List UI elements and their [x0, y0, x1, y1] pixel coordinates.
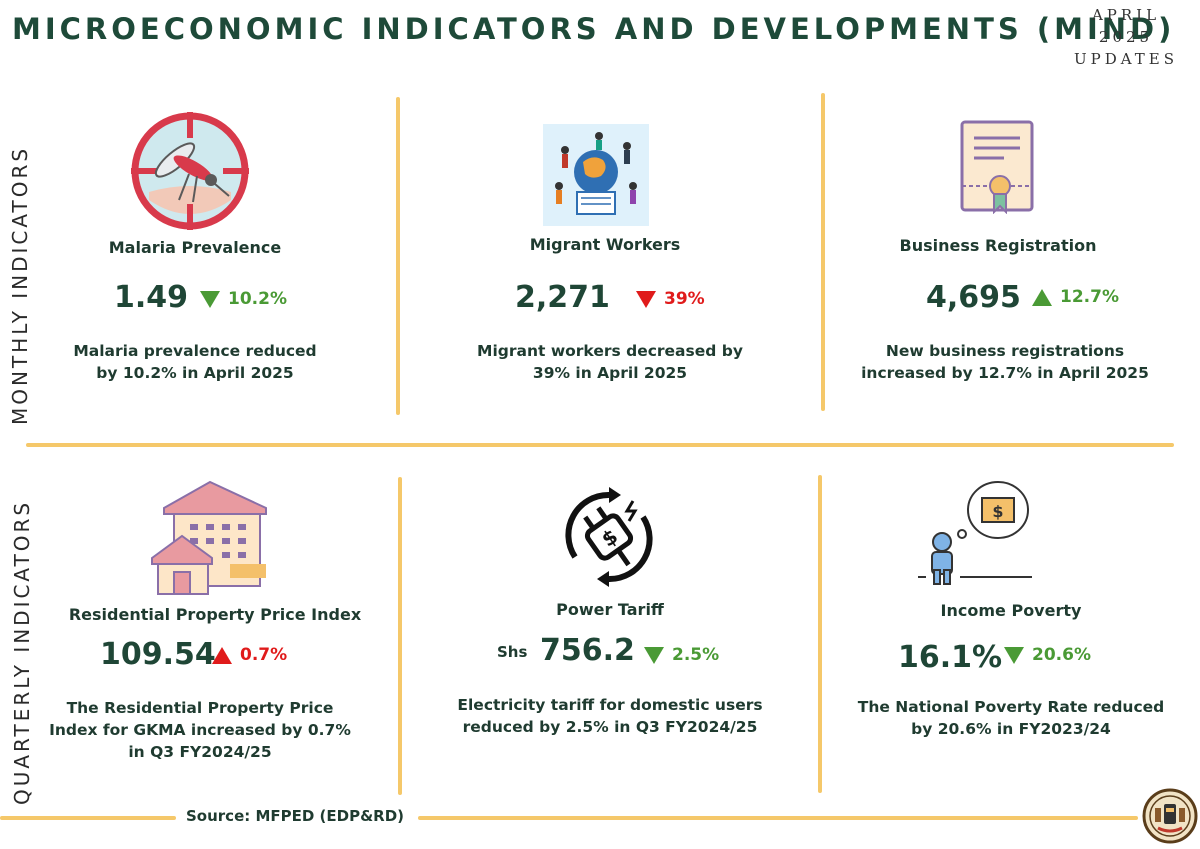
date-month: APRIL: [1091, 6, 1161, 24]
income-poverty-person-icon: $: [918, 481, 1032, 585]
indicator-label: Income Poverty: [940, 601, 1082, 620]
description-line: Electricity tariff for domestic users: [457, 696, 763, 714]
indicator-value: 4,695: [926, 280, 1021, 315]
change-value: 12.7%: [1060, 287, 1119, 307]
description-line: The National Poverty Rate reduced: [857, 698, 1165, 716]
down-arrow-icon: [636, 290, 656, 308]
description-line: Index for GKMA increased by 0.7%: [49, 721, 351, 739]
change-indicator: 12.7%: [1032, 287, 1119, 307]
change-value: 39%: [664, 289, 705, 309]
indicator-description: The National Poverty Rate reduced by 20.…: [846, 696, 1176, 740]
power-plug-dollar-icon: $: [565, 487, 653, 587]
divider: [398, 477, 402, 795]
divider: [818, 475, 822, 793]
description-line: by 10.2% in April 2025: [96, 364, 294, 382]
quarterly-section-label: QUARTERLY INDICATORS: [10, 499, 34, 805]
description-line: Malaria prevalence reduced: [73, 342, 317, 360]
currency-unit: Shs: [497, 643, 528, 661]
date-year: 2025: [1098, 28, 1154, 46]
source-note: Source: MFPED (EDP&RD): [186, 807, 405, 825]
change-indicator: 39%: [636, 289, 705, 309]
indicator-description: The Residential Property Price Index for…: [45, 697, 355, 763]
malaria-mosquito-icon: [131, 112, 249, 230]
down-arrow-icon: [200, 290, 220, 308]
description-line: New business registrations: [885, 342, 1125, 360]
svg-text:$: $: [992, 502, 1003, 521]
change-indicator: 10.2%: [200, 289, 287, 309]
description-line: reduced by 2.5% in Q3 FY2024/25: [462, 718, 758, 736]
description-line: increased by 12.7% in April 2025: [861, 364, 1149, 382]
change-value: 20.6%: [1032, 645, 1091, 665]
change-value: 10.2%: [228, 289, 287, 309]
certificate-icon: [960, 120, 1034, 214]
page-title: MICROECONOMIC INDICATORS AND DEVELOPMENT…: [12, 12, 1176, 46]
down-arrow-icon: [1004, 646, 1024, 664]
change-indicator: 0.7%: [212, 645, 287, 665]
divider: [418, 816, 1138, 820]
indicator-label: Malaria Prevalence: [108, 238, 282, 257]
indicator-description: Migrant workers decreased by 39% in Apri…: [455, 340, 765, 384]
indicator-label: Power Tariff: [556, 600, 664, 619]
divider: [26, 443, 1174, 447]
indicator-value: 16.1%: [898, 640, 1003, 675]
up-arrow-icon: [212, 646, 232, 664]
migrant-workers-globe-icon: [543, 124, 649, 226]
indicator-description: Malaria prevalence reduced by 10.2% in A…: [40, 340, 350, 384]
description-line: Migrant workers decreased by: [477, 342, 743, 360]
date-badge: APRIL 2025 UPDATES: [1062, 4, 1190, 70]
divider: [821, 93, 825, 411]
residential-building-icon: [151, 480, 267, 595]
description-line: in Q3 FY2024/25: [128, 743, 272, 761]
indicator-description: Electricity tariff for domestic users re…: [445, 694, 775, 738]
down-arrow-icon: [644, 646, 664, 664]
indicator-value: 1.49: [114, 280, 189, 315]
uganda-coat-of-arms-icon: [1142, 788, 1198, 844]
change-value: 2.5%: [672, 645, 720, 665]
description-line: by 20.6% in FY2023/24: [911, 720, 1111, 738]
indicator-value: 2,271: [515, 280, 610, 315]
divider: [0, 816, 176, 820]
indicator-description: New business registrations increased by …: [850, 340, 1160, 384]
description-line: 39% in April 2025: [532, 364, 688, 382]
indicator-label: Migrant Workers: [529, 235, 681, 254]
monthly-section-label: MONTHLY INDICATORS: [8, 145, 32, 425]
date-updates: UPDATES: [1073, 50, 1178, 68]
indicator-value: 756.2: [540, 633, 635, 668]
divider: [396, 97, 400, 415]
description-line: The Residential Property Price: [66, 699, 334, 717]
change-indicator: 20.6%: [1004, 645, 1091, 665]
indicator-value: 109.54: [100, 637, 216, 672]
change-value: 0.7%: [240, 645, 288, 665]
up-arrow-icon: [1032, 288, 1052, 306]
change-indicator: 2.5%: [644, 645, 719, 665]
indicator-label: Residential Property Price Index: [68, 605, 362, 624]
indicator-label: Business Registration: [899, 236, 1097, 255]
